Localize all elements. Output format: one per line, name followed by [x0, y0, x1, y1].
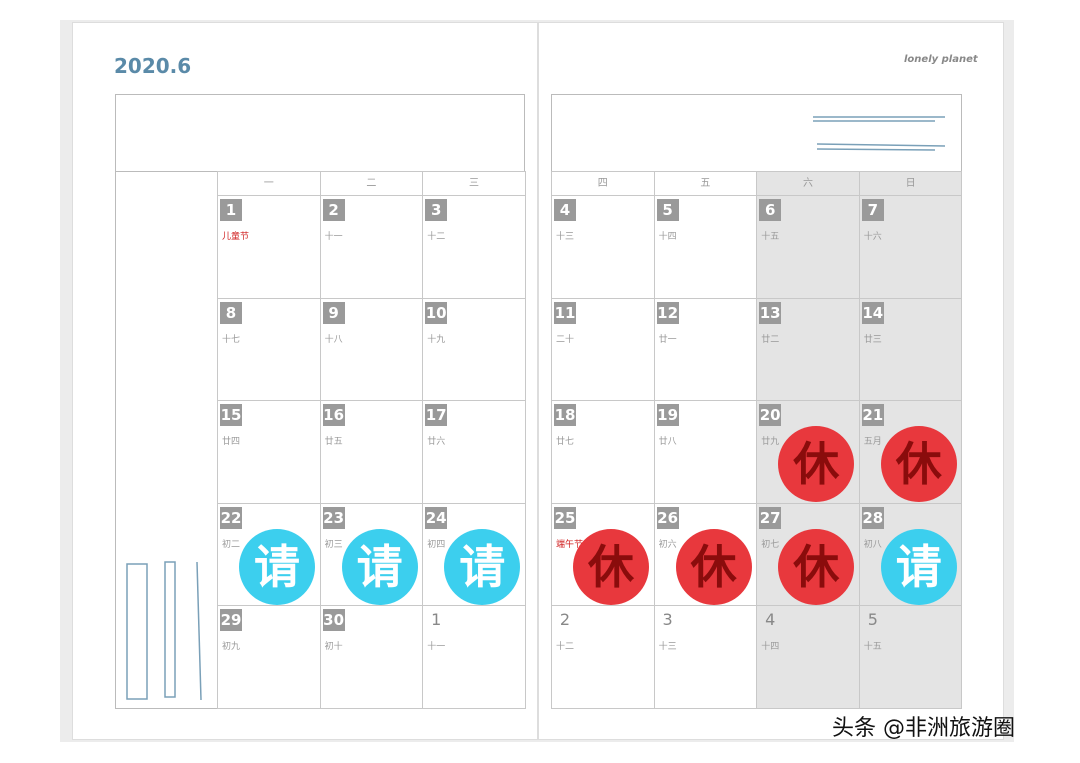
day-number: 5: [656, 199, 679, 221]
lunar-date: 十一: [427, 642, 446, 653]
weekday-header: 五: [653, 171, 758, 196]
day-number: 23: [322, 506, 345, 529]
day-number: 12: [656, 301, 679, 324]
stamp: 休: [778, 528, 855, 605]
day-number: 1: [431, 610, 442, 630]
weekday-header: 一: [217, 171, 321, 196]
lunar-date: 十五: [863, 642, 882, 653]
lunar-date: 十四: [761, 642, 780, 653]
day-number: 3: [662, 610, 673, 630]
day-number: 24: [425, 506, 448, 529]
lunar-date: 十七: [222, 334, 241, 345]
lunar-date: 十一: [324, 232, 343, 242]
lunar-date: 初三: [324, 539, 343, 550]
lunar-date: 廿六: [427, 437, 446, 448]
day-number: 17: [425, 404, 448, 427]
lunar-date: 廿二: [761, 334, 780, 345]
lunar-date: 端午节: [556, 539, 584, 550]
day-number: 22: [220, 506, 242, 529]
day-number: 2: [559, 610, 571, 630]
lunar-date: 二十: [556, 334, 575, 345]
day-number: 28: [861, 506, 884, 529]
stamp: 休: [573, 528, 649, 605]
lunar-date: 十三: [556, 232, 575, 242]
watermark: 头条 @非洲旅游圈: [832, 716, 1015, 741]
day-number: 25: [554, 506, 576, 529]
day-number: 20: [759, 404, 782, 427]
day-number: 21: [861, 404, 884, 427]
day-number: 1: [220, 199, 242, 221]
weekday-header: 三: [422, 171, 526, 196]
lunar-date: 儿童节: [222, 232, 250, 242]
day-number: 30: [322, 609, 345, 632]
lunar-date: 初四: [427, 539, 446, 550]
lunar-date: 初七: [761, 539, 780, 550]
lunar-date: 十四: [658, 232, 677, 242]
lunar-date: 十二: [556, 642, 575, 653]
day-cell: [756, 605, 860, 709]
lunar-date: 十五: [761, 232, 780, 242]
lunar-date: 初六: [658, 539, 677, 550]
day-number: 13: [759, 301, 782, 324]
stamp: 请: [880, 528, 957, 605]
lunar-date: 廿一: [658, 334, 677, 345]
lunar-date: 十六: [863, 232, 882, 242]
stamp: 请: [239, 528, 315, 605]
lunar-date: 十二: [427, 232, 446, 242]
day-number: 11: [554, 301, 576, 324]
day-number: 7: [861, 199, 884, 221]
day-number: 5: [867, 610, 878, 630]
logo: lonely planet: [904, 54, 978, 65]
day-number: 3: [425, 199, 448, 221]
lunar-date: 廿五: [324, 437, 343, 448]
day-number: 2: [322, 199, 345, 221]
left-page: [72, 22, 538, 740]
lunar-date: 十九: [427, 334, 446, 345]
lunar-date: 廿三: [863, 334, 882, 345]
month-title: 2020.6: [114, 54, 192, 78]
lunar-date: 十八: [324, 334, 343, 345]
day-number: 19: [656, 404, 679, 427]
stamp: 休: [778, 426, 855, 503]
lunar-date: 廿四: [222, 437, 241, 448]
weekday-header: 六: [756, 171, 860, 196]
day-number: 8: [220, 301, 242, 324]
lunar-date: 初九: [222, 642, 241, 653]
lunar-date: 十三: [658, 642, 677, 653]
day-number: 15: [220, 404, 242, 427]
day-number: 14: [861, 301, 884, 324]
weekday-header: 二: [319, 171, 424, 196]
lunar-date: 廿九: [761, 437, 780, 448]
day-number: 6: [759, 199, 782, 221]
day-number: 9: [322, 301, 345, 324]
weekday-header: 日: [858, 171, 963, 196]
weekday-header: 四: [551, 171, 655, 196]
day-number: 18: [554, 404, 576, 427]
day-number: 10: [425, 301, 448, 324]
lunar-date: 初二: [222, 539, 241, 550]
lunar-date: 初十: [324, 642, 343, 653]
day-number: 27: [759, 506, 782, 529]
lunar-date: 五月: [863, 437, 882, 448]
stamp: 请: [444, 528, 521, 605]
stamp: 休: [880, 426, 957, 503]
lunar-date: 初八: [863, 539, 882, 550]
day-number: 4: [765, 610, 776, 630]
lunar-date: 廿八: [658, 437, 677, 448]
day-cell: [858, 605, 963, 709]
day-number: 26: [656, 506, 679, 529]
day-number: 29: [220, 609, 242, 632]
stamp: 请: [341, 528, 418, 605]
day-number: 16: [322, 404, 345, 427]
stamp: 休: [675, 528, 752, 605]
day-cell: [422, 605, 526, 709]
lunar-date: 廿七: [556, 437, 575, 448]
day-number: 4: [554, 199, 576, 221]
